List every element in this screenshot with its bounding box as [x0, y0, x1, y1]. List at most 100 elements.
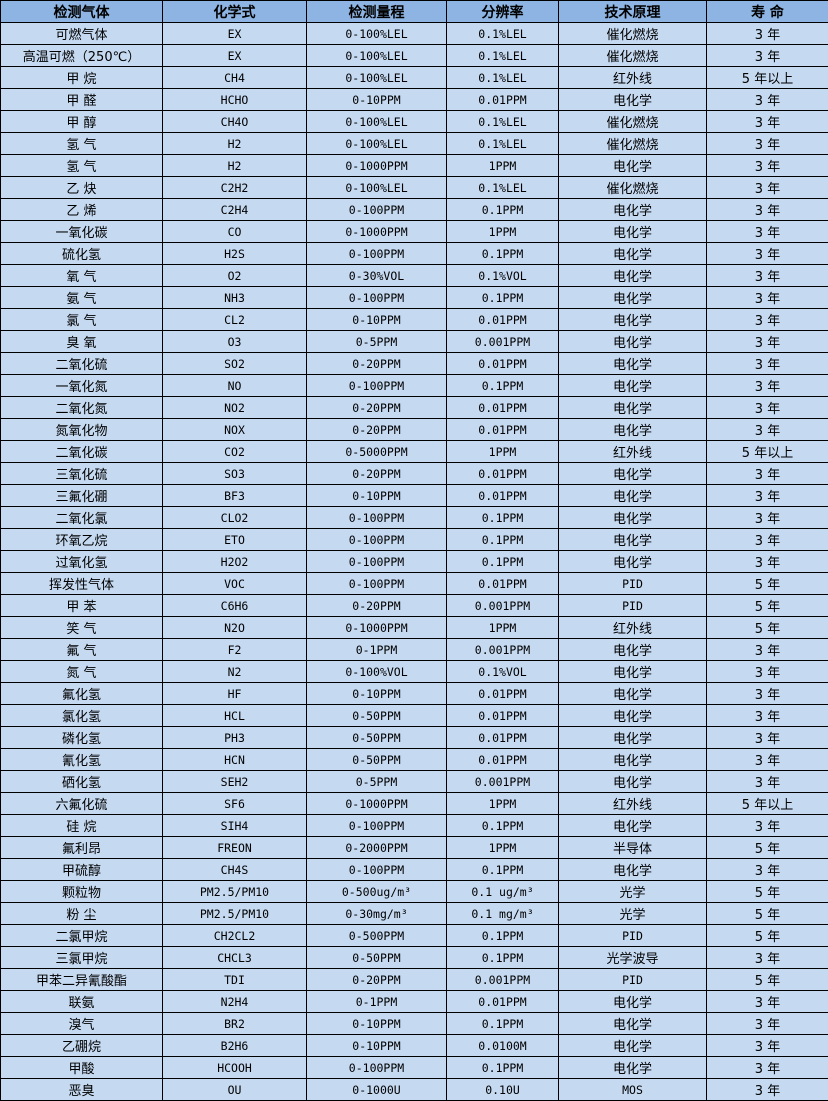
- cell-range: 0-100PPM: [307, 375, 447, 397]
- cell-lifespan: 3 年: [707, 859, 828, 881]
- cell-lifespan: 5 年以上: [707, 441, 828, 463]
- cell-gas-name: 氢 气: [1, 133, 163, 155]
- cell-range: 0-100%LEL: [307, 133, 447, 155]
- cell-range: 0-50PPM: [307, 727, 447, 749]
- cell-lifespan: 5 年: [707, 573, 828, 595]
- cell-range: 0-10PPM: [307, 1035, 447, 1057]
- cell-resolution: 0.1 mg/m³: [447, 903, 559, 925]
- cell-principle: 电化学: [559, 463, 707, 485]
- cell-formula: NO: [163, 375, 307, 397]
- cell-formula: N2O: [163, 617, 307, 639]
- cell-resolution: 0.01PPM: [447, 397, 559, 419]
- cell-lifespan: 5 年: [707, 617, 828, 639]
- cell-resolution: 0.1PPM: [447, 1057, 559, 1079]
- cell-formula: CH4S: [163, 859, 307, 881]
- cell-resolution: 0.01PPM: [447, 309, 559, 331]
- cell-resolution: 0.1PPM: [447, 529, 559, 551]
- cell-lifespan: 3 年: [707, 1035, 828, 1057]
- cell-resolution: 0.1%LEL: [447, 177, 559, 199]
- cell-range: 0-100%LEL: [307, 67, 447, 89]
- cell-range: 0-100%LEL: [307, 177, 447, 199]
- cell-range: 0-5PPM: [307, 771, 447, 793]
- cell-gas-name: 甲 醛: [1, 89, 163, 111]
- cell-lifespan: 5 年以上: [707, 67, 828, 89]
- cell-range: 0-100%LEL: [307, 111, 447, 133]
- cell-formula: HF: [163, 683, 307, 705]
- cell-range: 0-500ug/m³: [307, 881, 447, 903]
- cell-lifespan: 3 年: [707, 551, 828, 573]
- cell-range: 0-10PPM: [307, 1013, 447, 1035]
- cell-lifespan: 3 年: [707, 353, 828, 375]
- cell-gas-name: 甲 醇: [1, 111, 163, 133]
- cell-resolution: 0.1PPM: [447, 375, 559, 397]
- cell-lifespan: 3 年: [707, 45, 828, 67]
- cell-range: 0-20PPM: [307, 969, 447, 991]
- cell-formula: CL2: [163, 309, 307, 331]
- cell-range: 0-10PPM: [307, 89, 447, 111]
- cell-resolution: 0.1PPM: [447, 507, 559, 529]
- cell-resolution: 0.1%LEL: [447, 67, 559, 89]
- cell-range: 0-5PPM: [307, 331, 447, 353]
- cell-formula: C2H2: [163, 177, 307, 199]
- cell-formula: O2: [163, 265, 307, 287]
- cell-formula: SO2: [163, 353, 307, 375]
- cell-formula: OU: [163, 1079, 307, 1101]
- cell-gas-name: 三氯甲烷: [1, 947, 163, 969]
- cell-gas-name: 二氯甲烷: [1, 925, 163, 947]
- cell-gas-name: 氯化氢: [1, 705, 163, 727]
- cell-principle: 电化学: [559, 331, 707, 353]
- cell-formula: N2: [163, 661, 307, 683]
- cell-resolution: 0.1 ug/m³: [447, 881, 559, 903]
- cell-principle: 电化学: [559, 287, 707, 309]
- cell-lifespan: 3 年: [707, 177, 828, 199]
- cell-lifespan: 3 年: [707, 463, 828, 485]
- cell-principle: 电化学: [559, 727, 707, 749]
- cell-resolution: 0.01PPM: [447, 89, 559, 111]
- cell-lifespan: 5 年: [707, 903, 828, 925]
- cell-formula: HCHO: [163, 89, 307, 111]
- cell-range: 0-500PPM: [307, 925, 447, 947]
- cell-lifespan: 3 年: [707, 265, 828, 287]
- cell-range: 0-1000PPM: [307, 793, 447, 815]
- cell-gas-name: 乙硼烷: [1, 1035, 163, 1057]
- cell-resolution: 0.1%LEL: [447, 133, 559, 155]
- cell-gas-name: 可燃气体: [1, 23, 163, 45]
- cell-gas-name: 氰化氢: [1, 749, 163, 771]
- cell-range: 0-100PPM: [307, 573, 447, 595]
- cell-range: 0-1PPM: [307, 991, 447, 1013]
- cell-resolution: 1PPM: [447, 793, 559, 815]
- cell-lifespan: 3 年: [707, 991, 828, 1013]
- cell-range: 0-100PPM: [307, 529, 447, 551]
- cell-resolution: 0.1PPM: [447, 1013, 559, 1035]
- column-header-gas-name: 检测气体: [1, 1, 163, 23]
- cell-range: 0-10PPM: [307, 485, 447, 507]
- cell-principle: 电化学: [559, 705, 707, 727]
- cell-resolution: 0.01PPM: [447, 419, 559, 441]
- cell-gas-name: 氯 气: [1, 309, 163, 331]
- cell-range: 0-1000PPM: [307, 617, 447, 639]
- cell-formula: SO3: [163, 463, 307, 485]
- cell-resolution: 0.1%VOL: [447, 265, 559, 287]
- cell-lifespan: 3 年: [707, 155, 828, 177]
- cell-principle: 电化学: [559, 419, 707, 441]
- cell-lifespan: 3 年: [707, 199, 828, 221]
- cell-resolution: 0.001PPM: [447, 331, 559, 353]
- cell-formula: SEH2: [163, 771, 307, 793]
- cell-formula: H2S: [163, 243, 307, 265]
- cell-principle: 电化学: [559, 991, 707, 1013]
- cell-gas-name: 二氧化氯: [1, 507, 163, 529]
- column-header-lifespan: 寿 命: [707, 1, 828, 23]
